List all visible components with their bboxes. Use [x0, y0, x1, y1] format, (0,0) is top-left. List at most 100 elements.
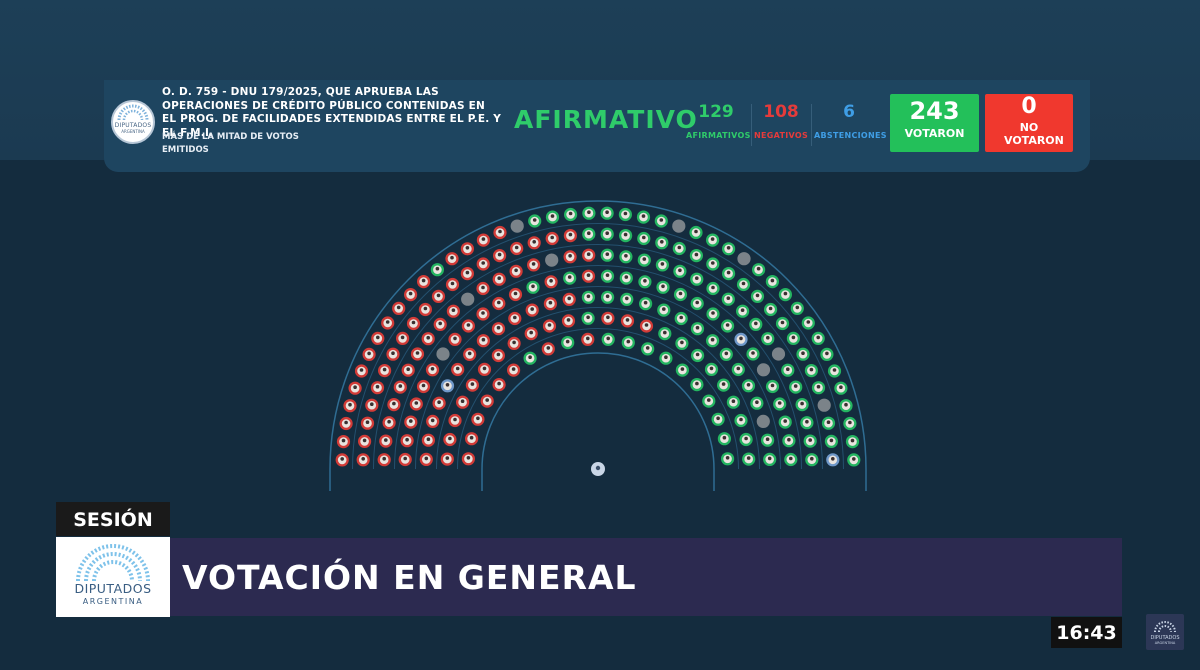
seat-negative[interactable]: [448, 332, 462, 346]
seat-negative[interactable]: [377, 453, 391, 467]
seat-negative[interactable]: [387, 398, 401, 412]
seat-negative[interactable]: [421, 332, 435, 346]
seat-negative[interactable]: [339, 416, 353, 431]
seat-negative[interactable]: [507, 363, 521, 377]
seat-affirmative[interactable]: [821, 416, 836, 430]
seat-abstention[interactable]: [440, 379, 455, 393]
seat-negative[interactable]: [418, 302, 432, 317]
seat-affirmative[interactable]: [639, 297, 653, 311]
seat-negative[interactable]: [544, 275, 558, 289]
seat-negative[interactable]: [362, 347, 376, 361]
seat-affirmative[interactable]: [564, 207, 578, 222]
seat-negative[interactable]: [476, 257, 490, 271]
seat-negative[interactable]: [542, 319, 557, 333]
seat-negative[interactable]: [431, 289, 446, 303]
seat-negative[interactable]: [409, 397, 423, 411]
seat-affirmative[interactable]: [761, 332, 775, 346]
seat-negative[interactable]: [365, 398, 379, 412]
seat-affirmative[interactable]: [655, 258, 669, 272]
seat-negative[interactable]: [480, 394, 494, 408]
seat-absent[interactable]: [461, 292, 475, 306]
seat-affirmative[interactable]: [706, 307, 720, 321]
seat-abstention[interactable]: [826, 453, 840, 467]
seat-affirmative[interactable]: [749, 317, 763, 331]
seat-affirmative[interactable]: [711, 412, 725, 426]
seat-negative[interactable]: [477, 362, 492, 376]
seat-affirmative[interactable]: [811, 381, 826, 395]
seat-negative[interactable]: [443, 432, 457, 447]
seat-negative[interactable]: [360, 416, 375, 430]
seat-affirmative[interactable]: [601, 290, 615, 304]
seat-affirmative[interactable]: [658, 327, 672, 341]
seat-affirmative[interactable]: [655, 236, 669, 250]
seat-affirmative[interactable]: [778, 415, 792, 429]
seat-affirmative[interactable]: [528, 214, 542, 228]
seat-negative[interactable]: [419, 452, 433, 466]
seat-negative[interactable]: [508, 287, 523, 302]
seat-negative[interactable]: [348, 381, 362, 395]
seat-negative[interactable]: [509, 264, 523, 278]
seat-negative[interactable]: [527, 258, 541, 272]
seat-affirmative[interactable]: [717, 378, 731, 392]
seat-negative[interactable]: [492, 378, 506, 392]
seat-negative[interactable]: [471, 412, 485, 426]
seat-absent[interactable]: [545, 253, 559, 267]
seat-affirmative[interactable]: [601, 332, 615, 346]
seat-affirmative[interactable]: [722, 242, 736, 256]
seat-affirmative[interactable]: [734, 413, 748, 428]
seat-affirmative[interactable]: [752, 263, 766, 277]
seat-affirmative[interactable]: [726, 395, 740, 409]
seat-affirmative[interactable]: [523, 351, 537, 365]
seat-negative[interactable]: [581, 332, 595, 346]
seat-affirmative[interactable]: [763, 452, 777, 466]
seat-negative[interactable]: [460, 267, 474, 281]
seat-negative[interactable]: [461, 319, 475, 333]
seat-negative[interactable]: [545, 231, 559, 246]
seat-negative[interactable]: [356, 453, 370, 467]
seat-negative[interactable]: [335, 453, 349, 467]
seat-negative[interactable]: [396, 331, 410, 345]
seat-affirmative[interactable]: [618, 207, 632, 222]
seat-negative[interactable]: [456, 395, 470, 409]
seat-negative[interactable]: [510, 241, 524, 256]
seat-negative[interactable]: [524, 327, 538, 341]
seat-negative[interactable]: [465, 378, 479, 392]
seat-affirmative[interactable]: [561, 336, 575, 350]
seat-negative[interactable]: [378, 364, 392, 378]
seat-negative[interactable]: [493, 225, 507, 240]
seat-affirmative[interactable]: [657, 303, 671, 317]
seat-negative[interactable]: [398, 452, 412, 467]
seat-absent[interactable]: [756, 363, 771, 377]
seat-absent[interactable]: [817, 398, 831, 412]
seat-affirmative[interactable]: [654, 214, 668, 228]
seat-affirmative[interactable]: [675, 363, 689, 377]
seat-negative[interactable]: [371, 331, 385, 345]
seat-negative[interactable]: [476, 281, 490, 296]
seat-negative[interactable]: [381, 316, 395, 330]
seat-negative[interactable]: [461, 452, 475, 466]
seat-negative[interactable]: [543, 297, 557, 311]
seat-abstention[interactable]: [734, 332, 748, 346]
seat-affirmative[interactable]: [739, 432, 753, 447]
seat-affirmative[interactable]: [690, 296, 704, 311]
seat-affirmative[interactable]: [706, 281, 720, 296]
seat-affirmative[interactable]: [804, 364, 818, 378]
seat-negative[interactable]: [492, 296, 506, 311]
seat-affirmative[interactable]: [824, 434, 838, 448]
seat-negative[interactable]: [582, 248, 596, 262]
seat-affirmative[interactable]: [789, 380, 803, 394]
seat-affirmative[interactable]: [600, 269, 615, 283]
seat-negative[interactable]: [358, 434, 372, 448]
seat-affirmative[interactable]: [717, 432, 731, 446]
seat-negative[interactable]: [382, 416, 396, 430]
seat-affirmative[interactable]: [795, 398, 809, 412]
seat-negative[interactable]: [601, 311, 615, 325]
seat-negative[interactable]: [421, 433, 435, 447]
seat-affirmative[interactable]: [690, 378, 704, 392]
seat-negative[interactable]: [527, 236, 541, 250]
seat-negative[interactable]: [404, 415, 418, 429]
seat-affirmative[interactable]: [582, 206, 596, 220]
seat-affirmative[interactable]: [775, 316, 790, 331]
seat-affirmative[interactable]: [764, 302, 778, 317]
seat-affirmative[interactable]: [736, 277, 751, 292]
